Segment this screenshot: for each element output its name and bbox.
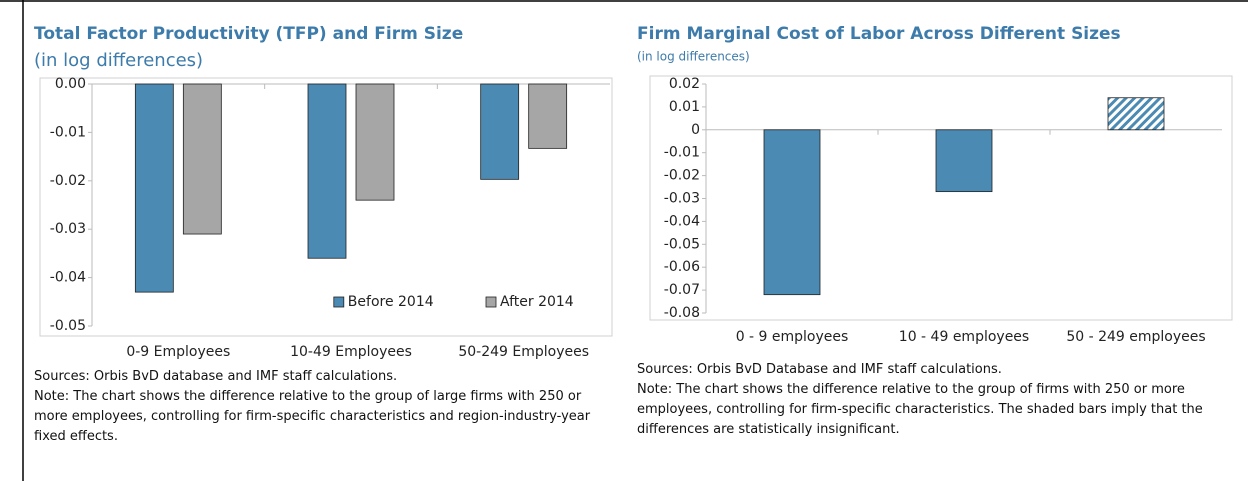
y-tick-label: 0.01	[669, 99, 700, 115]
note: Note: The chart shows the difference rel…	[34, 389, 591, 444]
plot-frame	[39, 77, 613, 337]
y-tick-label: -0.05	[664, 236, 700, 252]
sources: Sources: Orbis BvD Database and IMF staf…	[637, 362, 1002, 377]
x-tick-label: 10-49 Employees	[290, 344, 412, 360]
x-tick-label: 0-9 Employees	[126, 344, 230, 360]
y-tick-label: -0.06	[664, 259, 700, 275]
legend-label: After 2014	[500, 294, 574, 310]
legend-label: Before 2014	[348, 294, 434, 310]
y-tick-label: -0.04	[664, 213, 700, 229]
chart-subtitle: (in log differences)	[637, 50, 750, 64]
chart-subtitle: (in log differences)	[34, 50, 203, 71]
y-tick-label: -0.01	[50, 124, 86, 140]
bar	[1107, 97, 1165, 131]
y-tick-label: -0.05	[50, 318, 86, 334]
y-tick-label: -0.02	[664, 168, 700, 184]
bar	[935, 129, 993, 193]
y-tick-label: -0.08	[664, 305, 700, 321]
plot-frame	[649, 75, 1233, 321]
bar	[355, 83, 395, 201]
y-tick-label: 0.00	[55, 76, 86, 92]
legend-swatch	[333, 296, 345, 308]
legend-swatch	[485, 296, 497, 308]
note: Note: The chart shows the difference rel…	[637, 382, 1203, 437]
y-tick-label: -0.01	[664, 145, 700, 161]
chart-title: Firm Marginal Cost of Labor Across Diffe…	[637, 24, 1121, 44]
chart-title: Total Factor Productivity (TFP) and Firm…	[34, 24, 463, 44]
sources: Sources: Orbis BvD database and IMF staf…	[34, 369, 398, 384]
x-tick-label: 0 - 9 employees	[736, 329, 849, 345]
x-tick-label: 50-249 Employees	[458, 344, 589, 360]
y-tick-label: -0.02	[50, 173, 86, 189]
y-tick-label: -0.03	[664, 191, 700, 207]
y-tick-label: 0.02	[669, 76, 700, 92]
bar	[182, 83, 222, 235]
bar	[307, 83, 347, 259]
y-tick-label: -0.07	[664, 282, 700, 298]
y-tick-label: -0.03	[50, 221, 86, 237]
x-tick-label: 50 - 249 employees	[1066, 329, 1205, 345]
x-tick-label: 10 - 49 employees	[899, 329, 1029, 345]
y-tick-label: -0.04	[50, 270, 86, 286]
y-tick-label: 0	[691, 122, 700, 138]
bar	[480, 83, 520, 180]
bar	[763, 129, 821, 296]
bar	[134, 83, 174, 293]
bar	[528, 83, 568, 149]
